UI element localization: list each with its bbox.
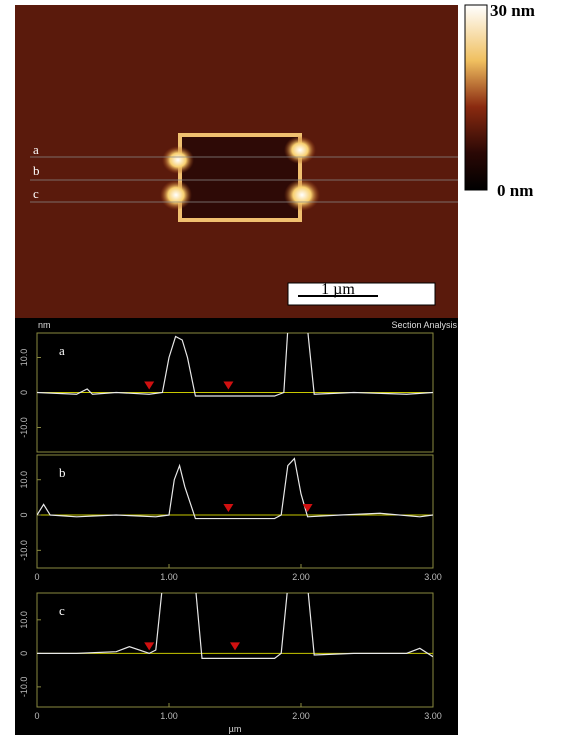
profile-label: c: [59, 603, 65, 618]
section-title: Section Analysis: [391, 320, 457, 330]
cursor-marker: [230, 642, 240, 651]
line-label: a: [33, 142, 39, 157]
x-tick-label: 3.00: [424, 572, 442, 582]
section-background: [15, 318, 458, 735]
x-tick-label: 1.00: [160, 572, 178, 582]
y-tick-label: 10.0: [19, 349, 29, 367]
y-tick-label: -10.0: [19, 417, 29, 438]
profile-line: [37, 593, 433, 659]
x-tick-label: 2.00: [292, 572, 310, 582]
y-tick-label: 10.0: [19, 471, 29, 489]
colorbar: [464, 4, 488, 191]
x-tick-label: 3.00: [424, 711, 442, 721]
colorbar-max: 30 nm: [490, 1, 535, 20]
x-tick-label: 0: [34, 711, 39, 721]
plot-frame: [36, 592, 434, 708]
profile-line: [37, 457, 433, 520]
y-tick-label: -10.0: [19, 677, 29, 698]
cursor-marker: [144, 381, 155, 390]
cursor-marker: [144, 642, 155, 651]
profile-line: [37, 333, 433, 397]
x-unit: µm: [229, 724, 242, 734]
afm-image: [15, 5, 458, 318]
cursor-marker: [223, 504, 234, 513]
y-tick-label: 10.0: [19, 611, 29, 629]
cursor-marker: [302, 504, 313, 513]
x-tick-label: 0: [34, 572, 39, 582]
y-tick-label: 0: [19, 513, 29, 518]
profile-label: b: [59, 465, 66, 480]
line-label: b: [33, 163, 40, 178]
y-unit: nm: [38, 320, 51, 330]
x-tick-label: 2.00: [292, 711, 310, 721]
cursor-marker: [223, 381, 234, 390]
y-tick-label: 0: [19, 390, 29, 395]
x-tick-label: 1.00: [160, 711, 178, 721]
plot-frame: [36, 454, 434, 569]
y-tick-label: 0: [19, 651, 29, 656]
colorbar-min: 0 nm: [497, 181, 533, 200]
line-label: c: [33, 186, 39, 201]
y-tick-label: -10.0: [19, 540, 29, 561]
scale-bar-label: 1 µm: [321, 281, 355, 298]
profile-label: a: [59, 343, 65, 358]
